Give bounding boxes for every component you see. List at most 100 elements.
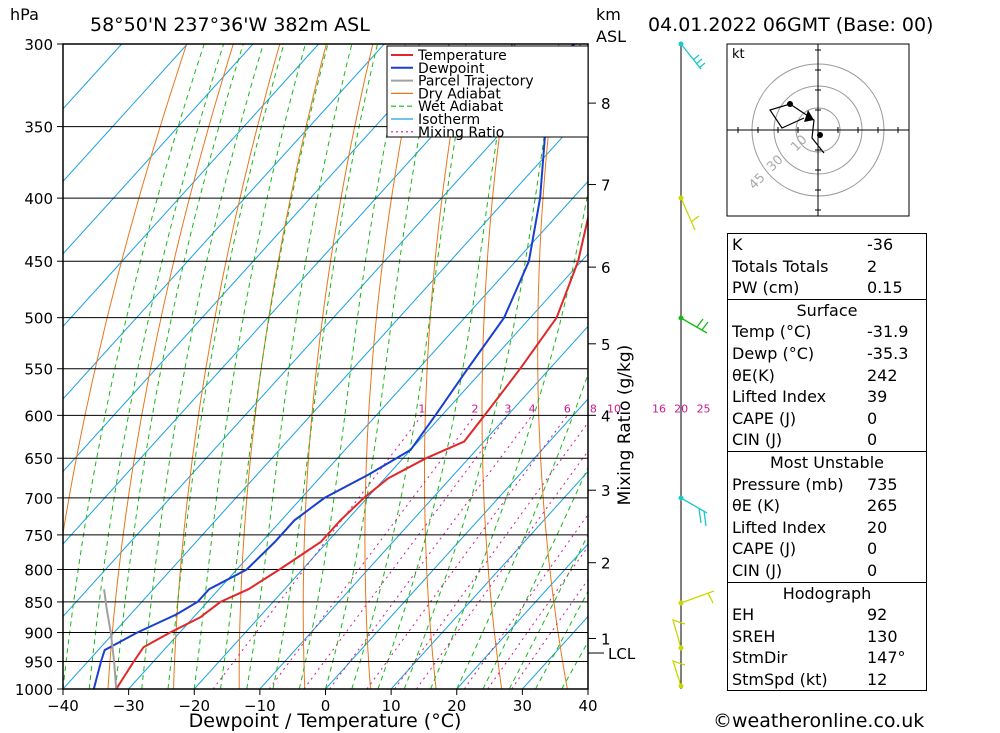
wind-barb (680, 317, 709, 334)
surface-li-row: Lifted Index 39 (732, 387, 888, 407)
isotherm-line (63, 44, 385, 400)
wind-barb (680, 497, 708, 527)
km-tick-label: 3 (601, 482, 611, 500)
wind-level-dot (678, 600, 684, 606)
pw-row: PW (cm) 0.15 (732, 278, 903, 298)
wind-level-dot (678, 645, 684, 651)
indices-box: K -36 Totals Totals 2 PW (cm) 0.15 (727, 233, 927, 299)
pressure-label: 750 (24, 527, 53, 545)
isotherm-line (63, 44, 516, 545)
dry-adiabat-line (537, 44, 568, 689)
wet-adiabat-line (482, 466, 588, 689)
profile-parcel-trajectory (103, 589, 118, 689)
pressure-label: 1000 (15, 681, 53, 699)
km-tick-label: 1 (601, 630, 611, 648)
temperature-tick-label: 0 (321, 697, 331, 715)
temperature-tick-label: −30 (113, 697, 145, 715)
wind-level-dot (678, 683, 684, 689)
km-tick-label: 7 (601, 177, 611, 195)
surface-cape-row: CAPE (J) 0 (732, 408, 878, 428)
mu-pressure-row: Pressure (mb) 735 (732, 474, 898, 494)
legend-label: Parcel Trajectory (418, 74, 534, 90)
pressure-label: 700 (24, 490, 53, 508)
mixing-ratio-line (366, 415, 568, 689)
lcl-label: LCL (608, 645, 636, 663)
isotherm-line (456, 543, 588, 689)
mixing-ratio-label: 6 (564, 402, 571, 415)
isotherm-line (325, 398, 588, 689)
pressure-label: 600 (24, 407, 53, 425)
isobar-lines (63, 43, 588, 690)
surface-title: Surface (796, 300, 858, 320)
legend-label: Wet Adiabat (418, 99, 504, 115)
isotherm-line (63, 44, 123, 110)
legend-label: Dewpoint (418, 61, 485, 77)
temperature-tick-label: −10 (244, 697, 276, 715)
mixing-ratio-label: 16 (652, 402, 666, 415)
mu-cape-row: CAPE (J) 0 (732, 539, 878, 559)
pressure-label: 550 (24, 361, 53, 379)
temperature-tick-label: −20 (178, 697, 210, 715)
most-unstable-box: Most Unstable Pressure (mb) 735 θE (K) 265… (727, 450, 927, 582)
surface-temp-row: Temp (°C) -31.9 (732, 322, 909, 342)
eh-row: EH 92 (732, 605, 888, 625)
km-tick-label: 2 (601, 555, 611, 573)
pressure-label: 650 (24, 450, 53, 468)
temperature-tick-label: −40 (47, 697, 79, 715)
temperature-tick-label: 30 (513, 697, 532, 715)
legend-label: Mixing Ratio (418, 125, 504, 141)
hodograph-marker (817, 132, 823, 138)
mixing-ratio-line (329, 415, 533, 689)
wet-adiabat-line (456, 372, 588, 689)
pressure-label: 300 (24, 36, 53, 54)
mixing-ratio-label: 25 (697, 402, 711, 415)
mu-cin-row: CIN (J) 0 (732, 560, 878, 580)
wet-adiabat-line (508, 533, 588, 689)
isotherm-line (63, 44, 188, 183)
dry-adiabat-line (238, 44, 327, 689)
totals-row: Totals Totals 2 (732, 256, 878, 276)
mixing-ratio-axis-title: Mixing Ratio (g/kg) (615, 345, 635, 506)
dry-adiabat-line (931, 44, 1000, 689)
wind-level-dot (678, 495, 684, 501)
surface-theta-row: θE(K) 242 (732, 365, 898, 385)
km-tick-label: 4 (601, 407, 611, 425)
isotherm-line (390, 470, 588, 689)
wind-level-dot (678, 41, 684, 47)
temperature-tick-label: 10 (382, 697, 401, 715)
most-unstable-title: Most Unstable (770, 452, 884, 472)
temperature-tick-label: 40 (578, 697, 597, 715)
wind-barb (671, 659, 686, 687)
wet-adiabat-line (246, 44, 353, 689)
wet-adiabat-line (88, 44, 225, 689)
wet-adiabat-line (193, 44, 306, 689)
pressure-label: 450 (24, 253, 53, 271)
wind-barb (680, 43, 706, 70)
mixing-ratio-label: 8 (590, 402, 597, 415)
surface-cin-row: CIN (J) 0 (732, 430, 878, 450)
wet-adiabat-line (63, 44, 205, 689)
wind-barb (680, 590, 715, 604)
pressure-unit: hPa (10, 5, 39, 24)
k-index-row: K -36 (732, 235, 894, 254)
stmspd-row: StmSpd (kt) 12 (732, 669, 888, 689)
axes: 3003504004505005506006507007508008509009… (15, 36, 636, 715)
hodograph-unit: kt (732, 47, 745, 62)
dry-adiabat-line (364, 44, 420, 689)
mixing-ratio-labels: 1 2 3 4 6 8 10 16 20 25 (418, 402, 710, 415)
wind-level-dot (678, 315, 684, 321)
dry-adiabat-line (173, 44, 281, 689)
stmdir-row: StmDir 147° (732, 648, 906, 668)
pressure-label: 800 (24, 561, 53, 579)
location-title: 58°50'N 237°36'W 382m ASL (90, 14, 370, 36)
isotherm-line (63, 44, 451, 473)
pressure-label: 500 (24, 310, 53, 328)
mixing-ratio-label: 2 (472, 402, 479, 415)
legend-label: Isotherm (418, 112, 480, 128)
pressure-label: 950 (24, 654, 53, 672)
profile-dewpoint (92, 44, 576, 689)
profiles (92, 44, 588, 689)
